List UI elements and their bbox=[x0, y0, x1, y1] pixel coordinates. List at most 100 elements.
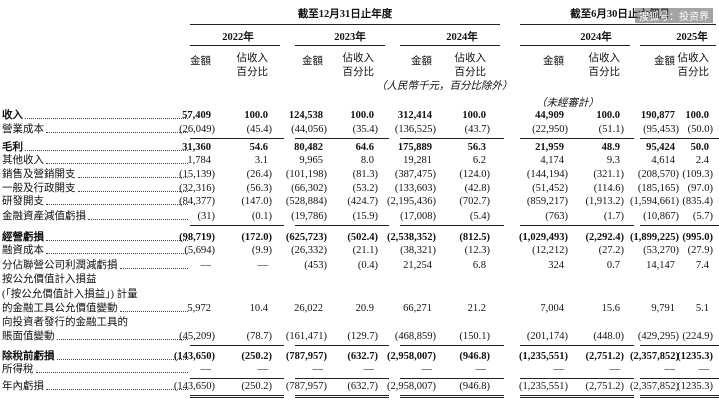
cell: (448.0) bbox=[593, 331, 624, 342]
cell: 9.3 bbox=[606, 155, 620, 166]
cell: (2,751.2) bbox=[585, 351, 625, 362]
cell: (44,056) bbox=[291, 124, 327, 135]
cell: (53.2) bbox=[352, 183, 378, 194]
amount-header: 金額 bbox=[654, 56, 675, 67]
rule bbox=[640, 45, 716, 46]
row-label-text: 一般及行政開支 bbox=[2, 183, 76, 194]
rule bbox=[520, 397, 634, 398]
cell: (787,957) bbox=[285, 381, 327, 392]
row-label: 毛利 bbox=[2, 142, 190, 154]
cell: 15.6 bbox=[601, 303, 620, 314]
amount-header: 金額 bbox=[190, 56, 211, 67]
row-label-text: 除稅前虧損 bbox=[2, 351, 55, 362]
cell: (143,650) bbox=[173, 381, 215, 392]
row-label: 營業成本 bbox=[2, 124, 190, 136]
cell: 26,022 bbox=[294, 303, 323, 314]
cell: (26.4) bbox=[246, 169, 272, 180]
row-label-text: 營業成本 bbox=[2, 124, 44, 135]
cell: (5.7) bbox=[692, 211, 713, 222]
cell: (12.3) bbox=[464, 245, 490, 256]
cell: (835.4) bbox=[682, 196, 713, 207]
rule bbox=[520, 395, 634, 396]
cell: (147.0) bbox=[241, 196, 272, 207]
cell: (144,194) bbox=[526, 169, 568, 180]
cell: (995.0) bbox=[682, 232, 713, 243]
cell: (250.2) bbox=[241, 351, 272, 362]
cell: (946.8) bbox=[459, 381, 490, 392]
cell: 21,959 bbox=[535, 142, 564, 153]
cell: 80,482 bbox=[294, 142, 323, 153]
row-label-text: 向投資者發行的金融工具的 bbox=[2, 316, 128, 328]
cell: (10,867) bbox=[643, 211, 679, 222]
cell: (632.7) bbox=[347, 351, 378, 362]
row-label-text: 銷售及營銷開支 bbox=[2, 169, 76, 180]
cell: (51.1) bbox=[598, 124, 624, 135]
rule bbox=[640, 378, 719, 379]
cell: (946.8) bbox=[459, 351, 490, 362]
cell: 4,614 bbox=[651, 155, 675, 166]
row-label-text: 經營虧損 bbox=[2, 232, 44, 243]
year-header: 2024年 bbox=[446, 32, 478, 43]
row-label: 一般及行政開支 bbox=[2, 183, 190, 195]
cell: (51,452) bbox=[532, 183, 568, 194]
cell: 56.3 bbox=[467, 142, 486, 153]
rule bbox=[190, 138, 284, 139]
cell: (224.9) bbox=[682, 331, 713, 342]
cell: 21,254 bbox=[403, 260, 432, 271]
cell: (208,570) bbox=[637, 169, 679, 180]
cell: 5,972 bbox=[187, 303, 211, 314]
cell: (1.7) bbox=[603, 211, 624, 222]
row-label-text: 研發開支 bbox=[2, 196, 44, 207]
period-header: 截至12月31日止年度 bbox=[297, 9, 393, 20]
row-label-text: 年內虧損 bbox=[2, 381, 44, 392]
cell: 312,414 bbox=[397, 110, 432, 121]
year-header: 2025年 bbox=[676, 32, 708, 43]
cell: (35.4) bbox=[352, 124, 378, 135]
cell: 7.4 bbox=[695, 260, 709, 271]
cell: (101,198) bbox=[285, 169, 327, 180]
row-label: 銷售及營銷開支 bbox=[2, 169, 190, 181]
cell: (763) bbox=[545, 211, 568, 222]
cell: 31,360 bbox=[182, 142, 211, 153]
rule bbox=[400, 378, 504, 379]
cell: — bbox=[363, 364, 375, 375]
rule bbox=[295, 45, 385, 46]
cell: (27.9) bbox=[687, 245, 713, 256]
cell: 124,538 bbox=[288, 110, 323, 121]
pct-header: 百分比 bbox=[454, 67, 487, 78]
cell: (201,174) bbox=[526, 331, 568, 342]
cell: (5.4) bbox=[469, 211, 490, 222]
row-label: 所得稅 bbox=[2, 364, 190, 376]
cell: 2.4 bbox=[695, 155, 709, 166]
rule bbox=[400, 138, 504, 139]
cell: (2,958,007) bbox=[387, 351, 436, 362]
cell: (15.9) bbox=[352, 211, 378, 222]
rule bbox=[400, 395, 504, 396]
cell: (32,316) bbox=[179, 183, 215, 194]
cell: (109.3) bbox=[682, 169, 713, 180]
cell: (27.2) bbox=[598, 245, 624, 256]
rule bbox=[640, 345, 719, 346]
cell: (95,453) bbox=[643, 124, 679, 135]
row-label: 向投資者發行的金融工具的 bbox=[2, 317, 190, 329]
cell: 66,271 bbox=[403, 303, 432, 314]
row-label: 年內虧損 bbox=[2, 381, 190, 393]
row-label: 研發開支 bbox=[2, 196, 190, 208]
row-label: 融資成本 bbox=[2, 245, 190, 257]
cell: 100.0 bbox=[350, 110, 374, 121]
cell: (98,719) bbox=[179, 232, 215, 243]
row-label-text: 所得稅 bbox=[2, 364, 34, 375]
cell: (2,292.4) bbox=[585, 232, 625, 243]
rule bbox=[520, 24, 716, 25]
rule bbox=[190, 395, 284, 396]
row-label-text: 分佔聯營公司利潤減虧損 bbox=[2, 260, 118, 271]
rule bbox=[190, 397, 284, 398]
rule bbox=[400, 45, 500, 46]
cell: (15,139) bbox=[179, 169, 215, 180]
cell: — bbox=[698, 364, 710, 375]
cell: 100.0 bbox=[462, 110, 486, 121]
cell: (22,950) bbox=[532, 124, 568, 135]
amount-header: 金額 bbox=[411, 56, 432, 67]
rule bbox=[295, 395, 389, 396]
watermark: 搜狐号：投资界 bbox=[635, 8, 713, 23]
